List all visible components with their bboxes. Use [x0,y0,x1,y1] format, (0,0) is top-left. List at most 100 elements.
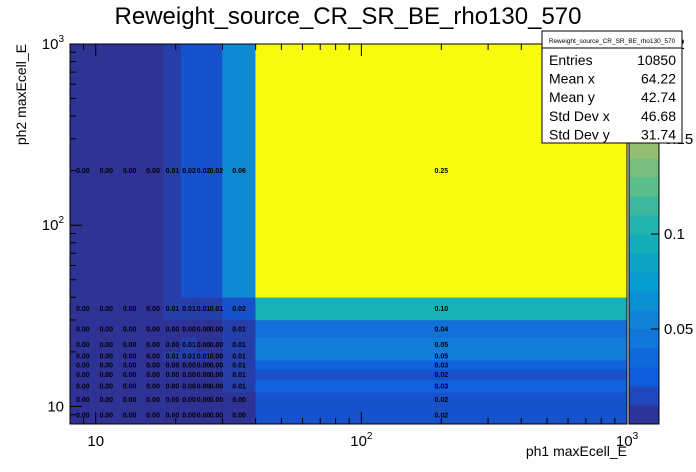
y-tick-label: 10 [47,398,64,415]
heatmap-cell-label: 0.05 [435,354,449,361]
heatmap-cell-label: 0.00 [210,362,224,369]
heatmap-cell-label: 0.00 [123,413,137,420]
heatmap-cell-label: 0.00 [166,362,180,369]
palette-band [629,253,659,273]
heatmap-cell-label: 0.02 [232,306,246,313]
palette-band [629,405,659,425]
heatmap-cell-label: 0.00 [123,372,137,379]
heatmap-cell-label: 0.00 [76,362,90,369]
y-tick-label: 102 [42,215,65,234]
stats-row-value: 42.74 [641,89,676,105]
heatmap-cell-label: 0.00 [182,326,196,333]
stats-row-value: 31.74 [641,126,676,142]
heatmap-cell-label: 0.00 [146,326,160,333]
heatmap-cell-label: 0.00 [99,372,113,379]
heatmap-cell-label: 0.06 [232,168,246,175]
heatmap-cell-label: 0.03 [435,362,449,369]
heatmap-cell-label: 0.00 [197,413,211,420]
stats-row-label: Entries [549,52,593,68]
heatmap-cell-label: 0.02 [197,168,211,175]
heatmap-cell-label: 0.01 [182,306,196,313]
heatmap-cell-label: 0.00 [182,397,196,404]
heatmap-cell-label: 0.01 [210,306,224,313]
heatmap-cell-label: 0.00 [76,354,90,361]
heatmap-cell-label: 0.01 [182,342,196,349]
heatmap-cell-label: 0.01 [232,384,246,391]
heatmap-cell-label: 0.01 [232,362,246,369]
heatmap-cell-label: 0.00 [210,384,224,391]
x-axis-label: ph1 maxEcell_E [526,443,627,459]
stats-box-frame [541,30,683,144]
heatmap-cell-label: 0.00 [210,354,224,361]
palette-band [629,348,659,368]
heatmap-cell-label: 0.00 [99,354,113,361]
palette-band [629,272,659,292]
palette-band [629,196,659,216]
heatmap-cell-label: 0.00 [182,384,196,391]
heatmap-cell-label: 0.00 [146,342,160,349]
heatmap-cell-label: 0.00 [76,326,90,333]
heatmap-cell-label: 0.00 [76,413,90,420]
heatmap-cell-label: 0.00 [76,342,90,349]
stats-box: Reweight_source_CR_SR_BE_rho130_570 Entr… [541,30,683,144]
heatmap-cell-label: 0.01 [232,326,246,333]
heatmap-cell-label: 0.01 [197,306,211,313]
heatmap-cell-label: 0.00 [197,326,211,333]
heatmap-cell-label: 0.00 [210,397,224,404]
heatmap-cell-label: 0.01 [166,168,180,175]
heatmap-cell-label: 0.00 [76,372,90,379]
palette-band [629,291,659,311]
heatmap-cell-label: 0.00 [182,413,196,420]
heatmap-cell-label: 0.00 [146,413,160,420]
heatmap-cell-label: 0.02 [210,168,224,175]
heatmap-cell-label: 0.00 [146,168,160,175]
heatmap-cell-label: 0.10 [435,306,449,313]
heatmap-cell-label: 0.00 [197,362,211,369]
palette-band [629,386,659,406]
heatmap-cell-label: 0.02 [182,168,196,175]
heatmap-cell-label: 0.00 [166,326,180,333]
palette-band [629,329,659,349]
heatmap-cell-label: 0.02 [435,372,449,379]
heatmap-cell [222,43,256,298]
heatmap-cell-label: 0.00 [232,413,246,420]
heatmap-cell-label: 0.00 [182,372,196,379]
stats-box-rows: Entries 10850 Mean x 64.22 Mean y 42.74 Std De… [549,52,676,142]
heatmap-cell-label: 0.00 [146,372,160,379]
stats-row-value: 46.68 [641,108,676,124]
palette-tick-label: 0.1 [664,226,685,243]
heatmap-cell-label: 0.00 [210,413,224,420]
stats-row-label: Mean x [549,71,595,87]
heatmap-cell-label: 0.00 [99,413,113,420]
heatmap-cell-label: 0.00 [166,413,180,420]
heatmap-cell-label: 0.00 [146,306,160,313]
heatmap-cell-label: 0.00 [197,372,211,379]
palette-tick-label: 0.05 [664,321,693,338]
palette-band [629,177,659,197]
heatmap-cell [116,43,143,298]
heatmap-cell-label: 0.00 [99,384,113,391]
heatmap-cell-label: 0.00 [123,384,137,391]
heatmap-cell-label: 0.00 [166,397,180,404]
heatmap-cell-label: 0.00 [123,342,137,349]
heatmap-cell-label: 0.02 [435,413,449,420]
heatmap-cell-label: 0.01 [232,342,246,349]
heatmap-cell-label: 0.00 [123,168,137,175]
heatmap-cell-label: 0.02 [435,397,449,404]
heatmap-cell-label: 0.00 [99,326,113,333]
heatmap-cell-label: 0.03 [435,384,449,391]
heatmap-cell-label: 0.00 [99,397,113,404]
heatmap-cell-label: 0.00 [197,342,211,349]
heatmap-cell-label: 0.00 [210,372,224,379]
heatmap-cell-label: 0.00 [76,306,90,313]
heatmap-cell-label: 0.25 [435,168,449,175]
heatmap-cell-label: 0.00 [182,362,196,369]
y-tick-label: 103 [42,34,65,53]
palette-band [629,310,659,330]
heatmap-cell-label: 0.00 [123,362,137,369]
heatmap-cell-label: 0.04 [435,326,449,333]
palette-band [629,367,659,387]
stats-row-value: 64.22 [641,71,676,87]
heatmap-cell-label: 0.00 [146,362,160,369]
